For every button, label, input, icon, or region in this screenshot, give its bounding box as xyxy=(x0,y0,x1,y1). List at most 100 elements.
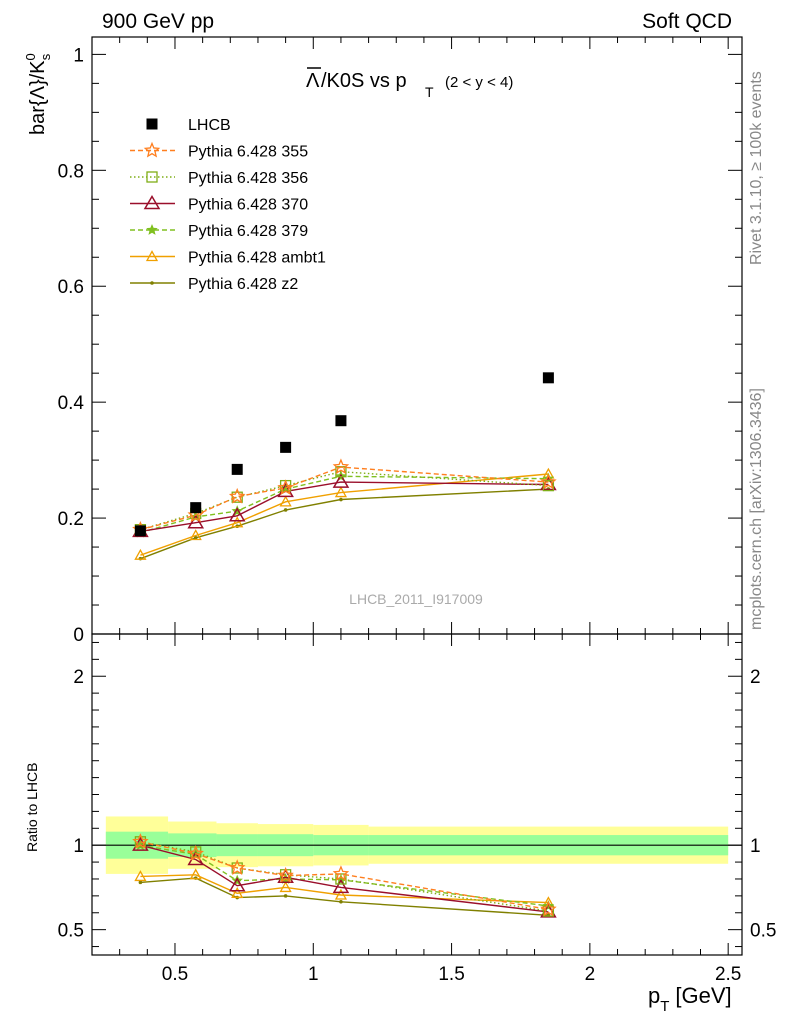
y-tick-label: 0.5 xyxy=(58,921,84,942)
data-point xyxy=(231,463,243,475)
mcplots-label: mcplots.cern.ch [arXiv:1306.3436] xyxy=(748,388,765,630)
data-point xyxy=(277,479,294,495)
series-p356 xyxy=(134,466,555,536)
y-tick-label: 0.6 xyxy=(58,277,84,298)
data-point xyxy=(334,486,348,498)
legend-entry-LHCB: LHCB xyxy=(146,117,231,134)
legend-entry-p370: Pythia 6.428 370 xyxy=(130,195,308,214)
x-tick-label: 2 xyxy=(585,964,596,985)
title-main: /K0S vs p xyxy=(321,70,407,92)
data-point xyxy=(231,516,244,528)
data-point xyxy=(279,881,292,893)
legend-label: LHCB xyxy=(188,117,231,134)
legend-marker xyxy=(145,250,159,262)
data-point xyxy=(187,844,204,861)
data-point xyxy=(339,497,343,502)
legend-label: Pythia 6.428 379 xyxy=(188,223,308,240)
series-p370 xyxy=(132,836,557,918)
xlabel-sub: T xyxy=(660,998,669,1015)
data-point xyxy=(134,870,147,882)
y-tick-label: 2 xyxy=(73,667,84,688)
series-ambt1 xyxy=(134,868,555,908)
x-tick-label: 1 xyxy=(308,964,319,985)
data-point xyxy=(228,487,246,504)
x-tick-label: 0.5 xyxy=(162,964,188,985)
data-point xyxy=(228,507,246,522)
ratio-panel: 0.5 1 1.5 2 2.5 0.5 0.5 1 1 2 2 xyxy=(58,633,776,985)
legend-label: Pythia 6.428 355 xyxy=(188,144,308,161)
data-point xyxy=(187,514,205,529)
y-tick-label: 0 xyxy=(73,625,84,646)
series-line xyxy=(140,475,549,534)
y-tick-label: 0.8 xyxy=(58,161,84,182)
series-line xyxy=(140,877,549,916)
y-tick-label-right: 2 xyxy=(750,667,761,688)
data-point xyxy=(189,529,202,541)
data-point xyxy=(283,894,288,898)
y-tick-label: 0.2 xyxy=(58,509,84,530)
data-point xyxy=(228,859,246,876)
series-p355 xyxy=(132,458,557,537)
data-point xyxy=(231,491,243,503)
legend-entry-p355: Pythia 6.428 355 xyxy=(130,141,308,161)
data-point xyxy=(277,866,294,883)
legend-marker xyxy=(143,141,161,158)
x-tick-label: 2.5 xyxy=(715,964,741,985)
rivet-label: Rivet 3.1.10, ≥ 100k events xyxy=(748,71,765,265)
analysis-watermark: LHCB_2011_I917009 xyxy=(349,591,483,607)
data-point xyxy=(134,548,147,560)
header-right: Soft QCD xyxy=(642,10,732,33)
data-point xyxy=(332,878,350,894)
main-title: Λ /K0S vs p T (2 < y < 4) xyxy=(306,67,513,100)
data-point xyxy=(542,479,555,492)
title-range: (2 < y < 4) xyxy=(445,74,513,91)
y-tick-label: 1 xyxy=(73,836,84,857)
title-sub: T xyxy=(425,84,434,100)
series-line xyxy=(140,874,549,904)
series-line xyxy=(140,841,549,911)
data-point xyxy=(332,865,350,881)
legend-entry-ambt1: Pythia 6.428 ambt1 xyxy=(130,250,326,267)
data-point xyxy=(279,495,292,507)
data-point xyxy=(332,458,350,475)
data-point xyxy=(132,833,149,849)
data-point xyxy=(540,473,557,490)
legend-entry-p356: Pythia 6.428 356 xyxy=(130,170,308,187)
data-point xyxy=(138,880,143,885)
y-tick-label: 1 xyxy=(73,45,84,66)
data-point xyxy=(228,877,246,892)
xlabel: pT [GeV] xyxy=(648,983,732,1015)
xlabel-unit: [GeV] xyxy=(675,983,731,1008)
legend-label: Pythia 6.428 ambt1 xyxy=(188,250,326,267)
series-p355 xyxy=(132,833,557,917)
series-line xyxy=(140,488,549,560)
legend-marker xyxy=(143,195,161,210)
legend-entry-p379: Pythia 6.428 379 xyxy=(130,223,308,240)
series-line xyxy=(140,481,549,533)
data-point xyxy=(339,899,343,904)
y-tick-label-right: 1 xyxy=(750,836,761,857)
ylabel-sup: 0 xyxy=(23,53,38,60)
svg-text:pT[GeV]: pT [GeV] xyxy=(648,983,732,1015)
data-point xyxy=(280,441,292,453)
legend-marker xyxy=(146,171,158,183)
x-tick-label: 1.5 xyxy=(438,964,464,985)
legend-entry-z2: Pythia 6.428 z2 xyxy=(130,276,298,293)
main-ylabel: bar{Λ}/K0s xyxy=(23,53,53,135)
series-line xyxy=(140,844,549,913)
xlabel-text: p xyxy=(648,983,660,1008)
data-point xyxy=(231,886,244,898)
series-line xyxy=(140,473,549,556)
legend-marker xyxy=(146,118,158,130)
legend: LHCB Pythia 6.428 355 Pythia 6.428 356 Pyth… xyxy=(130,117,326,293)
main-panel: 0 0.2 0.4 0.6 0.8 1 xyxy=(58,36,743,646)
legend-marker xyxy=(150,281,154,285)
data-point xyxy=(540,900,557,917)
svg-text:bar{Λ}/K0s: bar{Λ}/K0s xyxy=(23,53,53,135)
ratio-ylabel: Ratio to LHCB xyxy=(24,763,40,852)
legend-label: Pythia 6.428 370 xyxy=(188,197,308,214)
title-lambda-bar: Λ xyxy=(306,70,320,92)
ylabel-text: bar{Λ}/K xyxy=(27,60,49,135)
ylabel-sub: s xyxy=(38,53,53,60)
